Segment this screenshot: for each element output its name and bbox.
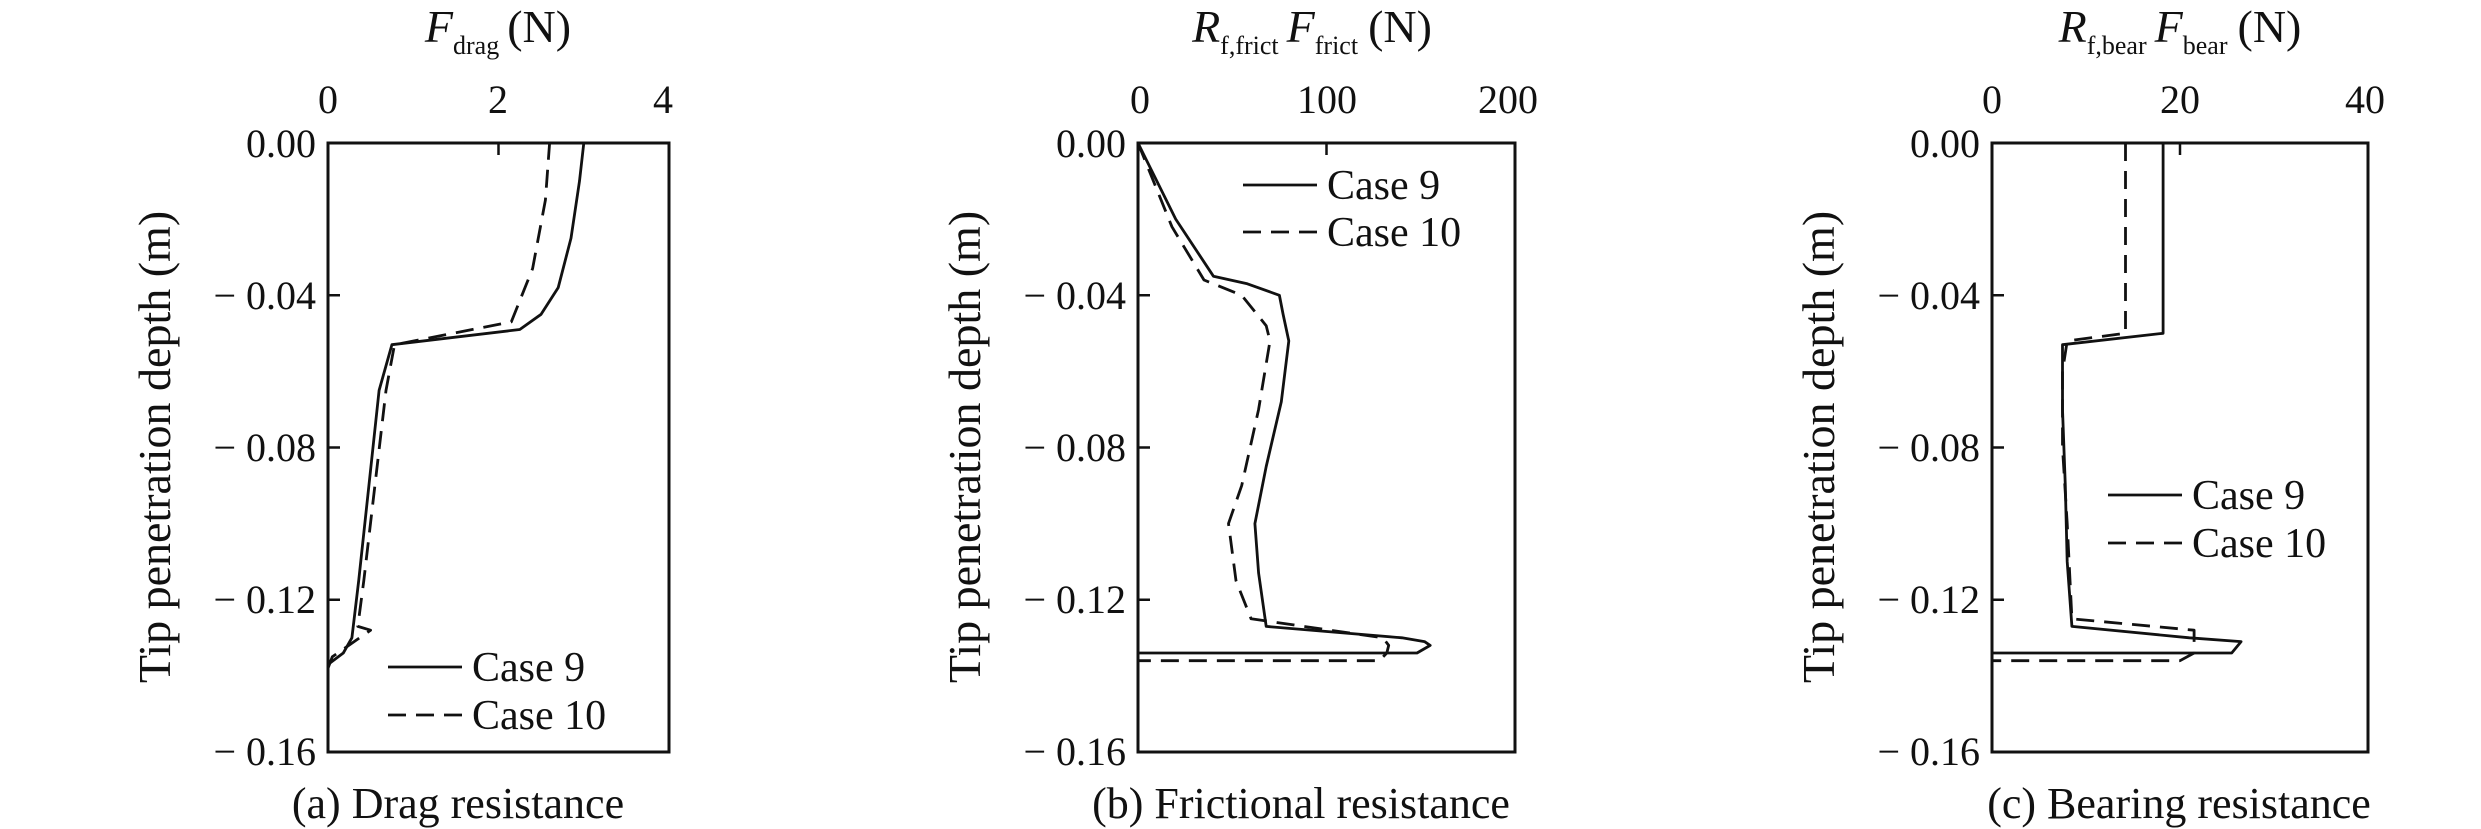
y-tick-label: 0.00 [1910, 121, 1980, 166]
legend-label-case10: Case 10 [472, 693, 606, 739]
y-tick-label: − 0.04 [213, 273, 316, 318]
series-line-case-10 [1992, 143, 2196, 663]
series-line-case-10 [326, 141, 551, 669]
legend-label-case10: Case 10 [1327, 210, 1461, 256]
series-line-case-9 [1136, 142, 1432, 655]
x-title-c-sub1: f,bear [2087, 31, 2147, 60]
x-title-c-main2: F [2154, 1, 2184, 52]
y-axis-title-c: Tip penetration depth (m) [1793, 211, 1844, 683]
legend-a: Case 9 Case 10 [388, 645, 606, 739]
y-tick-label: 0.00 [246, 121, 316, 166]
y-tick-label: − 0.16 [213, 729, 316, 774]
x-tick-label: 0 [318, 77, 338, 122]
x-tick-label: 4 [653, 77, 673, 122]
legend-c: Case 9 Case 10 [2108, 473, 2326, 567]
y-axis-title-b: Tip penetration depth (m) [939, 211, 990, 683]
x-title-c-sub2: bear [2183, 31, 2228, 60]
x-axis-title-b: Rf,frict Ffrict (N) [1191, 1, 1432, 60]
x-title-b-main2: F [1286, 1, 1316, 52]
plot-area-b [1136, 142, 1432, 663]
y-tick-label: 0.00 [1056, 121, 1126, 166]
legend-label-case10: Case 10 [2192, 521, 2326, 567]
caption-a: (a) Drag resistance [292, 779, 624, 828]
y-tick-label: − 0.12 [1023, 577, 1126, 622]
legend-label-case9: Case 9 [2192, 473, 2305, 519]
legend-label-case9: Case 9 [472, 645, 585, 691]
x-title-c-main1: R [2058, 1, 2087, 52]
y-tick-label: − 0.08 [1023, 425, 1126, 470]
x-tick-label: 20 [2160, 77, 2200, 122]
x-title-b-unit: (N) [1368, 1, 1432, 52]
caption-b: (b) Frictional resistance [1092, 779, 1510, 828]
x-title-b-sub2: frict [1315, 31, 1359, 60]
y-tick-label: − 0.08 [213, 425, 316, 470]
legend-b: Case 9 Case 10 [1243, 163, 1461, 256]
x-axis-title-a: Fdrag (N) [424, 1, 571, 60]
y-tick-label: − 0.04 [1023, 273, 1126, 318]
series-line-case-9 [327, 142, 586, 666]
x-tick-label: 40 [2345, 77, 2385, 122]
panel-c: Rf,bear Fbear (N) 0 20 40 0.00 − 0.04 − 0.… [1793, 1, 2385, 828]
series-line-case-9 [1992, 143, 2243, 655]
y-tick-label: − 0.08 [1877, 425, 1980, 470]
panel-b: Rf,frict Ffrict (N) 0 100 200 0.00 − 0.04 … [939, 1, 1538, 828]
x-tick-label: 200 [1478, 77, 1538, 122]
x-tick-label: 100 [1297, 77, 1357, 122]
x-tick-label: 2 [488, 77, 508, 122]
y-tick-label: − 0.04 [1877, 273, 1980, 318]
legend-label-case9: Case 9 [1327, 163, 1440, 209]
x-title-b-main1: R [1191, 1, 1220, 52]
y-tick-label: − 0.16 [1023, 729, 1126, 774]
x-tick-label: 0 [1130, 77, 1150, 122]
plot-area-c [1992, 143, 2243, 663]
plot-area-a [326, 141, 586, 669]
series-line-case-10 [1136, 142, 1391, 663]
x-tick-label: 0 [1982, 77, 2002, 122]
y-axis-title-a: Tip penetration depth (m) [129, 211, 180, 683]
panel-a: Fdrag (N) 0 2 4 0.00 − 0.04 − 0.08 − 0.12… [129, 1, 673, 828]
y-tick-label: − 0.12 [1877, 577, 1980, 622]
x-title-a-main: F [424, 1, 454, 52]
caption-c: (c) Bearing resistance [1987, 779, 2371, 828]
x-axis-title-c: Rf,bear Fbear (N) [2058, 1, 2302, 60]
x-title-b-sub1: f,frict [1220, 31, 1279, 60]
x-title-c-unit: (N) [2238, 1, 2302, 52]
x-title-a-sub: drag [453, 31, 499, 60]
x-title-a-unit: (N) [507, 1, 571, 52]
y-tick-label: − 0.16 [1877, 729, 1980, 774]
y-tick-label: − 0.12 [213, 577, 316, 622]
